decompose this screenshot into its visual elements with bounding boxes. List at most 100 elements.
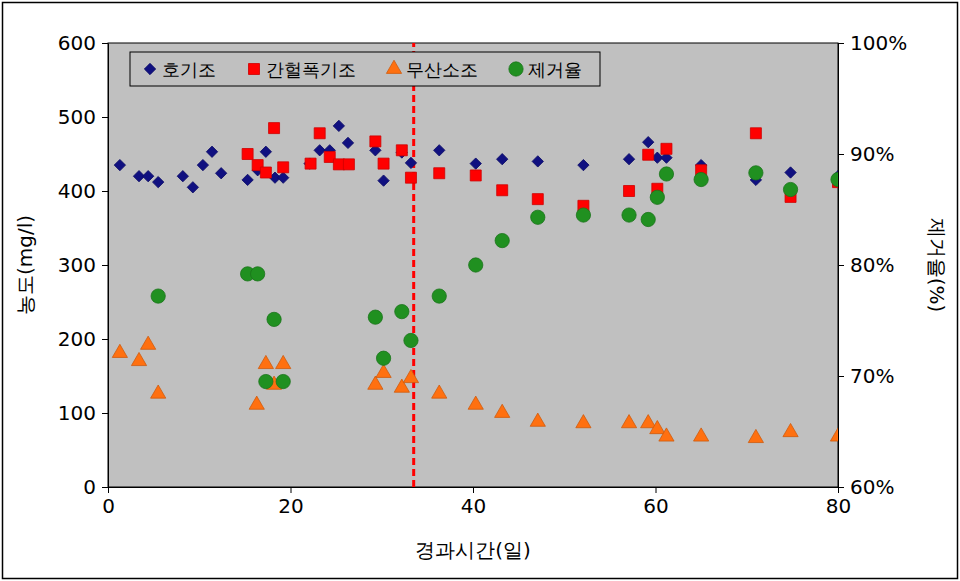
reference-line xyxy=(412,43,415,487)
data-point xyxy=(278,162,289,173)
data-point xyxy=(114,159,125,170)
tick-mark xyxy=(838,265,844,266)
data-point xyxy=(530,413,545,426)
data-point xyxy=(151,289,165,303)
data-point xyxy=(641,212,655,226)
data-point xyxy=(576,415,591,428)
data-point xyxy=(187,182,198,193)
data-point xyxy=(622,208,636,222)
data-point xyxy=(131,352,146,365)
data-point xyxy=(432,289,446,303)
data-point xyxy=(432,385,447,398)
tick-label: 20 xyxy=(278,494,303,518)
tick-label: 90% xyxy=(850,142,894,166)
data-point xyxy=(830,428,838,441)
data-point xyxy=(661,143,672,154)
data-point xyxy=(333,120,344,131)
tick-label: 80% xyxy=(850,253,894,277)
data-point xyxy=(278,172,289,183)
data-point xyxy=(650,190,664,204)
tick: 80% xyxy=(838,253,894,277)
y2-axis: 60%70%80%90%100% xyxy=(838,31,907,499)
y-axis-title: 농도(mg/l) xyxy=(13,215,37,315)
data-point xyxy=(470,170,481,181)
tick-mark xyxy=(102,265,108,266)
chart: 020406080010020030040050060060%70%80%90%… xyxy=(0,0,960,581)
tick-mark xyxy=(838,376,844,377)
legend-marker xyxy=(144,63,155,74)
data-point xyxy=(333,159,344,170)
data-point xyxy=(142,171,153,182)
data-point xyxy=(112,344,127,357)
tick: 600 xyxy=(58,31,108,55)
data-point xyxy=(269,123,280,134)
data-point xyxy=(404,333,418,347)
data-point xyxy=(694,172,708,186)
data-point xyxy=(242,174,253,185)
tick: 500 xyxy=(58,105,108,129)
data-point xyxy=(305,158,316,169)
legend-frame xyxy=(130,52,600,86)
data-point xyxy=(434,168,445,179)
data-point xyxy=(177,171,188,182)
data-point xyxy=(395,304,409,318)
data-point xyxy=(576,208,590,222)
data-point xyxy=(267,312,281,326)
data-point xyxy=(532,194,543,205)
tick-label: 200 xyxy=(58,327,96,351)
tick-mark xyxy=(291,487,292,493)
tick-mark xyxy=(656,487,657,493)
data-point xyxy=(242,149,253,160)
x-axis-title: 경과시간(일) xyxy=(415,538,531,562)
data-point xyxy=(497,185,508,196)
tick-mark xyxy=(102,487,108,488)
tick: 90% xyxy=(838,142,894,166)
data-point xyxy=(215,168,226,179)
y2-axis-title: 제거율(%) xyxy=(925,218,949,313)
data-point xyxy=(396,145,407,156)
data-point xyxy=(368,310,382,324)
tick-mark xyxy=(838,43,844,44)
tick: 100 xyxy=(58,401,108,425)
tick: 0 xyxy=(102,487,115,518)
tick: 40 xyxy=(461,487,486,518)
data-point xyxy=(141,336,156,349)
tick: 0 xyxy=(83,475,108,499)
data-point xyxy=(750,128,761,139)
tick-mark xyxy=(102,191,108,192)
plot-area xyxy=(108,43,838,487)
tick-mark xyxy=(473,487,474,493)
y-axis: 0100200300400500600 xyxy=(58,31,109,499)
legend-label: 호기조 xyxy=(162,59,216,80)
legend-marker xyxy=(386,60,401,73)
data-point xyxy=(434,145,445,156)
data-point xyxy=(532,156,543,167)
tick-mark xyxy=(108,487,109,493)
legend-marker xyxy=(249,64,260,75)
data-point xyxy=(531,210,545,224)
tick-mark xyxy=(102,43,108,44)
data-point xyxy=(495,233,509,247)
data-point xyxy=(378,175,389,186)
legend-label: 무산소조 xyxy=(406,59,478,80)
data-point xyxy=(151,385,166,398)
legend-label: 간헐폭기조 xyxy=(266,59,356,80)
data-point xyxy=(624,186,635,197)
data-point xyxy=(578,159,589,170)
data-point xyxy=(368,376,383,389)
data-point xyxy=(376,351,390,365)
tick-label: 500 xyxy=(58,105,96,129)
data-point xyxy=(343,159,354,170)
data-point xyxy=(659,428,674,441)
data-point xyxy=(783,423,798,436)
tick: 100% xyxy=(838,31,907,55)
legend-label: 제거율 xyxy=(528,59,582,80)
data-point xyxy=(376,364,391,377)
data-point xyxy=(403,369,418,382)
tick-label: 600 xyxy=(58,31,96,55)
series-0 xyxy=(114,120,838,193)
tick-label: 60 xyxy=(643,494,668,518)
data-point xyxy=(694,428,709,441)
data-point xyxy=(251,267,265,281)
data-point xyxy=(405,157,416,168)
